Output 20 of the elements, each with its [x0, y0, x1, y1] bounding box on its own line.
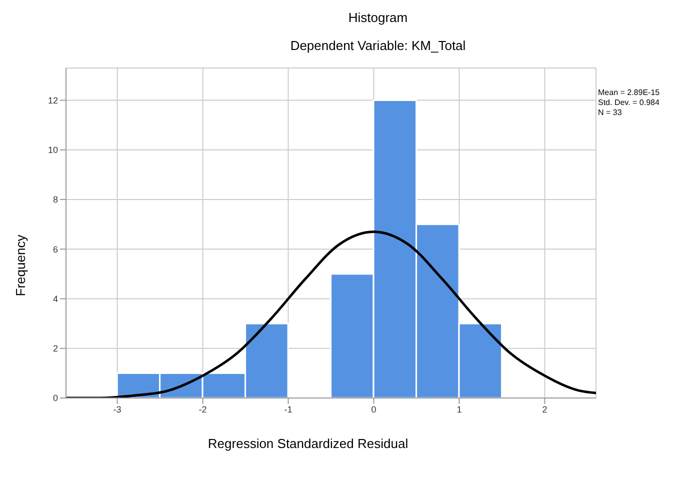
text: Std. Dev. = 0.984	[598, 98, 660, 108]
x-axis-title: Regression Standardized Residual	[206, 436, 410, 451]
y-tick-label: 2	[52, 344, 58, 354]
x-tick-label: -1	[284, 404, 292, 414]
x-tick-label: 0	[371, 404, 376, 414]
x-tick-label: 1	[456, 404, 462, 414]
x-tick-label: 2	[542, 404, 548, 414]
text: Mean = 2.89E-15	[598, 88, 660, 98]
y-tick-label: 0	[52, 393, 58, 404]
y-axis-title: Frequency	[13, 234, 28, 296]
chart-subtitle: Dependent Variable: KM_Total	[289, 38, 467, 53]
y-tick-label: 12	[48, 95, 58, 106]
y-tick-label: 8	[52, 194, 58, 205]
chart-title: Histogram	[347, 10, 409, 25]
x-tick-label: -2	[198, 404, 207, 414]
y-tick-label: 10	[48, 145, 58, 156]
y-tick-label: 6	[52, 244, 58, 254]
y-tick-label: 4	[52, 294, 58, 304]
x-tick-label: -3	[113, 404, 122, 414]
text: N = 33	[598, 108, 623, 118]
